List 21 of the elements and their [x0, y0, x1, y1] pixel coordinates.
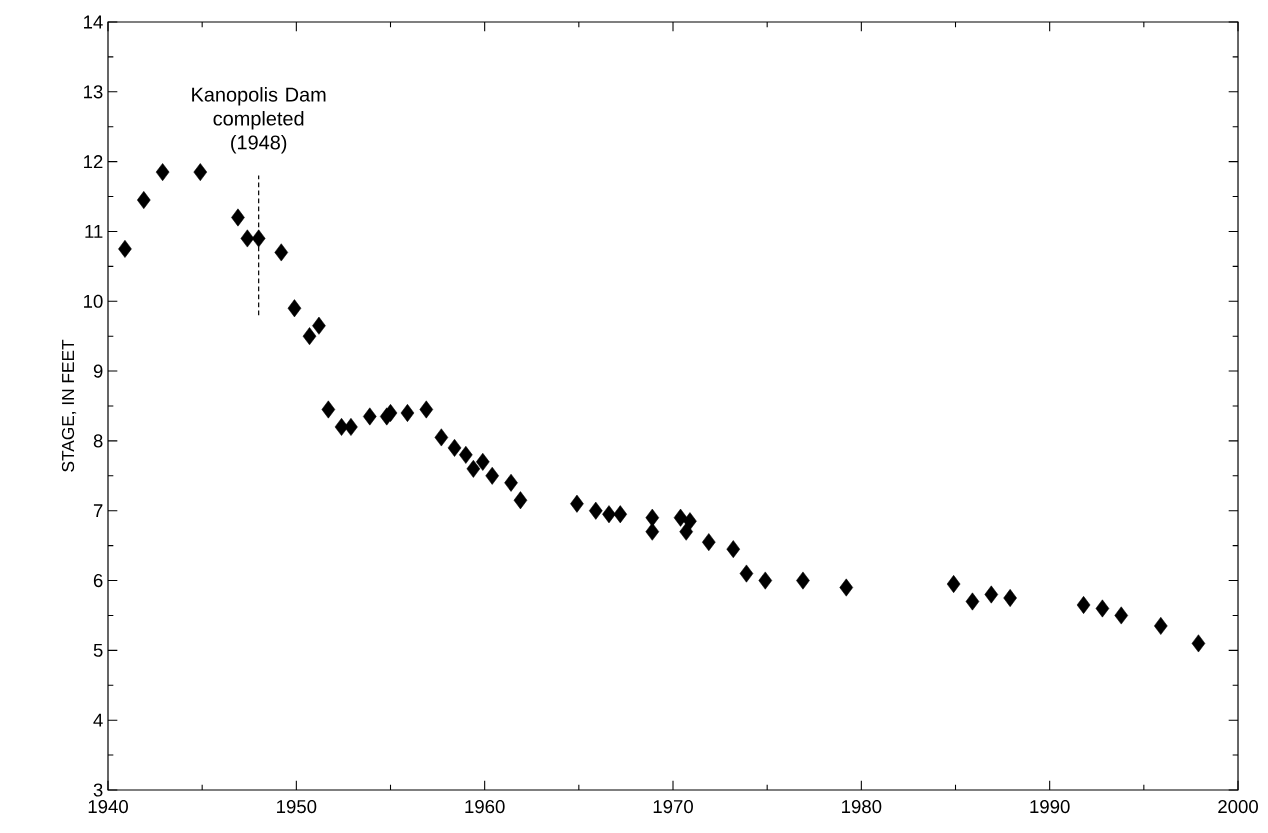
y-tick-label: 5 [93, 643, 103, 657]
x-tick-label: 1940 [88, 800, 128, 814]
x-tick-label: 1970 [653, 800, 693, 814]
x-tick-label: 1990 [1030, 800, 1070, 814]
x-tick-label: 1950 [277, 800, 317, 814]
y-tick-label: 13 [84, 85, 103, 99]
y-tick-label: 12 [84, 155, 103, 169]
y-tick-label: 4 [93, 713, 103, 727]
y-tick-label: 3 [93, 783, 103, 797]
y-tick-label: 14 [84, 15, 103, 29]
y-tick-label: 10 [84, 294, 103, 308]
y-tick-label: 11 [85, 225, 103, 238]
ref-line-label: Kanopolis Dam completed (1948) [192, 87, 326, 154]
x-tick-label: 1980 [842, 800, 882, 814]
y-axis-title: STAGE, IN FEET [61, 339, 77, 472]
y-tick-label: 6 [93, 573, 103, 588]
x-tick-label: 1960 [465, 800, 505, 814]
y-tick-label: 7 [93, 504, 103, 518]
y-tick-label: 9 [93, 364, 103, 378]
x-tick-label: 2000 [1218, 800, 1258, 814]
y-tick-label: 8 [93, 434, 103, 448]
